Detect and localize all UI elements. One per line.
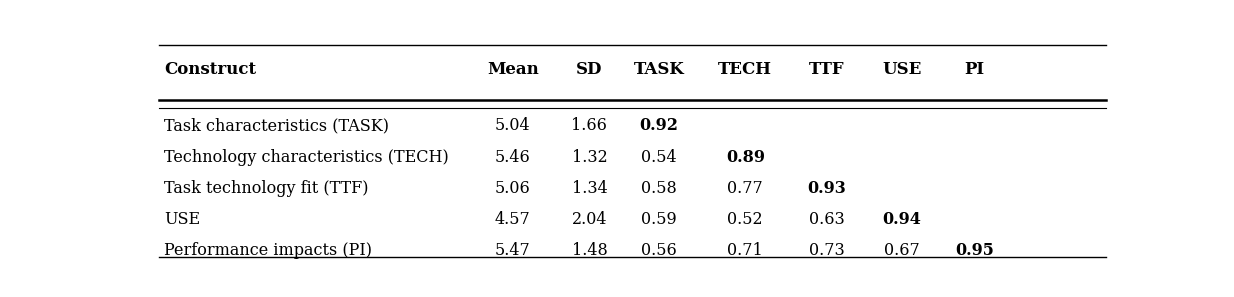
Text: 1.34: 1.34 — [571, 180, 607, 198]
Text: 0.93: 0.93 — [807, 180, 847, 198]
Text: 5.46: 5.46 — [495, 149, 531, 167]
Text: 0.92: 0.92 — [639, 118, 679, 135]
Text: Performance impacts (PI): Performance impacts (PI) — [164, 242, 371, 259]
Text: 5.06: 5.06 — [495, 180, 531, 198]
Text: 1.32: 1.32 — [571, 149, 607, 167]
Text: 0.54: 0.54 — [642, 149, 677, 167]
Text: 0.67: 0.67 — [885, 242, 921, 259]
Text: Task characteristics (TASK): Task characteristics (TASK) — [164, 118, 389, 135]
Text: 0.95: 0.95 — [955, 242, 995, 259]
Text: USE: USE — [164, 211, 200, 228]
Text: 0.73: 0.73 — [808, 242, 844, 259]
Text: 0.94: 0.94 — [882, 211, 922, 228]
Text: 5.47: 5.47 — [495, 242, 531, 259]
Text: 4.57: 4.57 — [495, 211, 531, 228]
Text: 0.71: 0.71 — [727, 242, 763, 259]
Text: TASK: TASK — [634, 61, 685, 78]
Text: 0.52: 0.52 — [728, 211, 763, 228]
Text: Task technology fit (TTF): Task technology fit (TTF) — [164, 180, 368, 198]
Text: Construct: Construct — [164, 61, 255, 78]
Text: 2.04: 2.04 — [571, 211, 607, 228]
Text: 0.89: 0.89 — [726, 149, 765, 167]
Text: 1.48: 1.48 — [571, 242, 607, 259]
Text: Technology characteristics (TECH): Technology characteristics (TECH) — [164, 149, 449, 167]
Text: 0.77: 0.77 — [727, 180, 763, 198]
Text: 0.56: 0.56 — [642, 242, 677, 259]
Text: Mean: Mean — [487, 61, 539, 78]
Text: TTF: TTF — [808, 61, 844, 78]
Text: TECH: TECH — [718, 61, 772, 78]
Text: PI: PI — [965, 61, 985, 78]
Text: 0.59: 0.59 — [642, 211, 677, 228]
Text: 0.58: 0.58 — [642, 180, 677, 198]
Text: 1.66: 1.66 — [571, 118, 607, 135]
Text: 0.63: 0.63 — [808, 211, 844, 228]
Text: SD: SD — [576, 61, 602, 78]
Text: USE: USE — [882, 61, 922, 78]
Text: 5.04: 5.04 — [495, 118, 531, 135]
